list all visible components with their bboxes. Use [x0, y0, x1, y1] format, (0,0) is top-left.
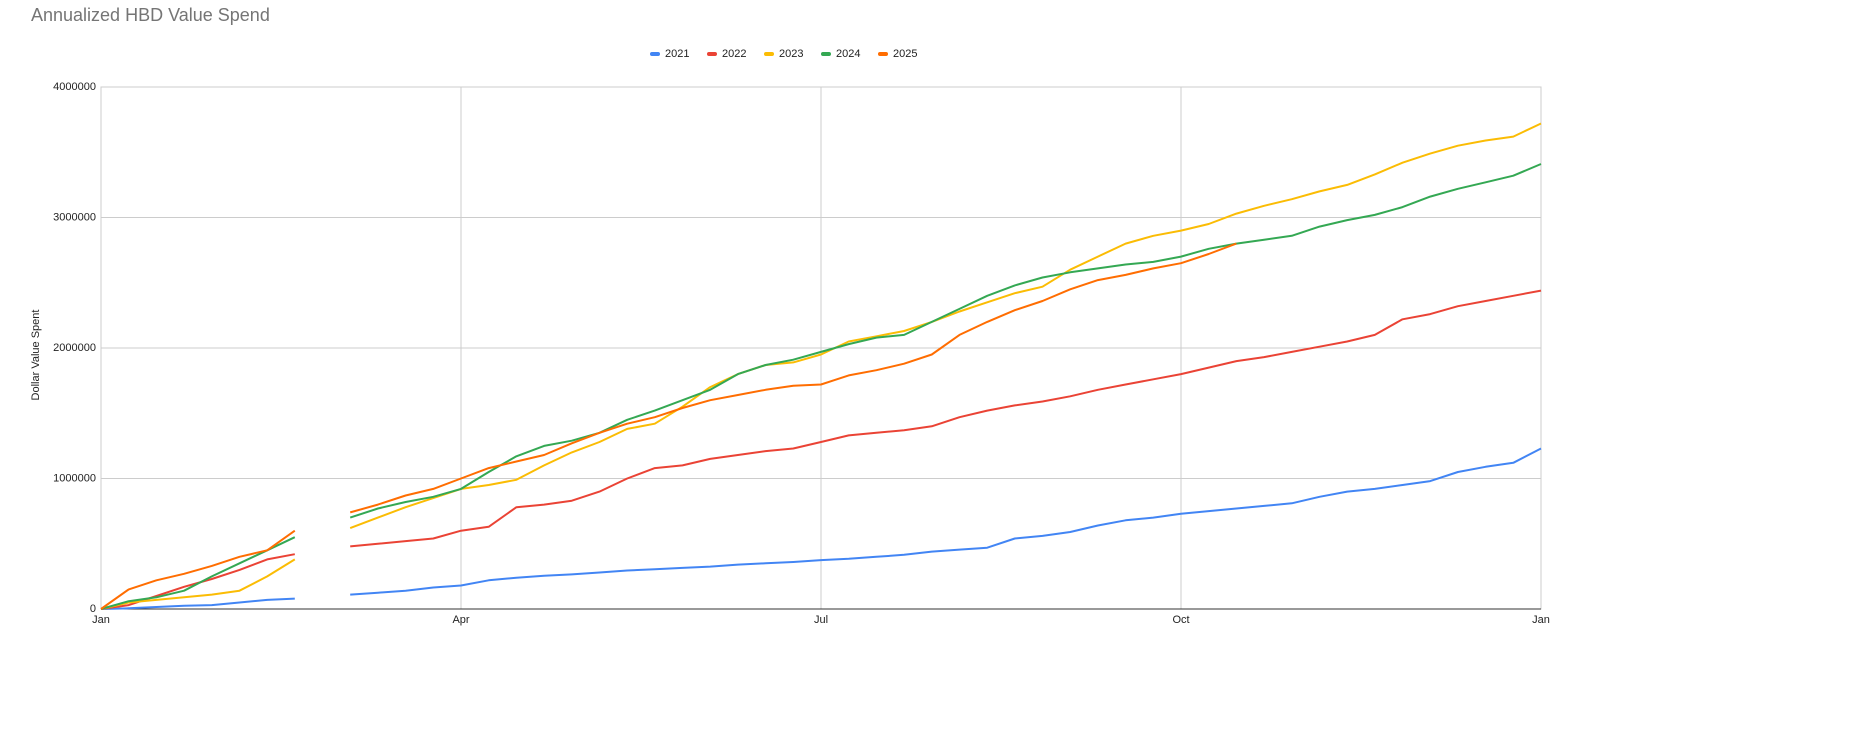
- legend-label: 2025: [893, 48, 917, 60]
- x-tick-label: Jan: [92, 614, 110, 626]
- y-axis-label: Dollar Value Spent: [30, 310, 42, 401]
- series-line: [100, 447, 1542, 610]
- legend-swatch: [650, 52, 660, 56]
- legend-swatch: [764, 52, 774, 56]
- x-tick-label: Jan: [1532, 614, 1550, 626]
- y-tick-label: 0: [90, 603, 96, 615]
- series-line: [100, 122, 1542, 610]
- series-line: [100, 163, 1542, 610]
- y-tick-label: 1000000: [53, 472, 96, 484]
- series-line: [100, 242, 1237, 610]
- legend-label: 2021: [665, 48, 689, 60]
- y-tick-label: 2000000: [53, 342, 96, 354]
- legend-swatch: [821, 52, 831, 56]
- legend-swatch: [878, 52, 888, 56]
- legend-label: 2022: [722, 48, 746, 60]
- y-tick-label: 4000000: [53, 81, 96, 93]
- x-tick-label: Apr: [452, 614, 469, 626]
- legend-label: 2024: [836, 48, 860, 60]
- y-tick-label: 3000000: [53, 211, 96, 223]
- chart-title: Annualized HBD Value Spend: [31, 5, 270, 25]
- x-tick-label: Oct: [1172, 614, 1189, 626]
- x-tick-label: Jul: [814, 614, 828, 626]
- legend-swatch: [707, 52, 717, 56]
- legend-label: 2023: [779, 48, 803, 60]
